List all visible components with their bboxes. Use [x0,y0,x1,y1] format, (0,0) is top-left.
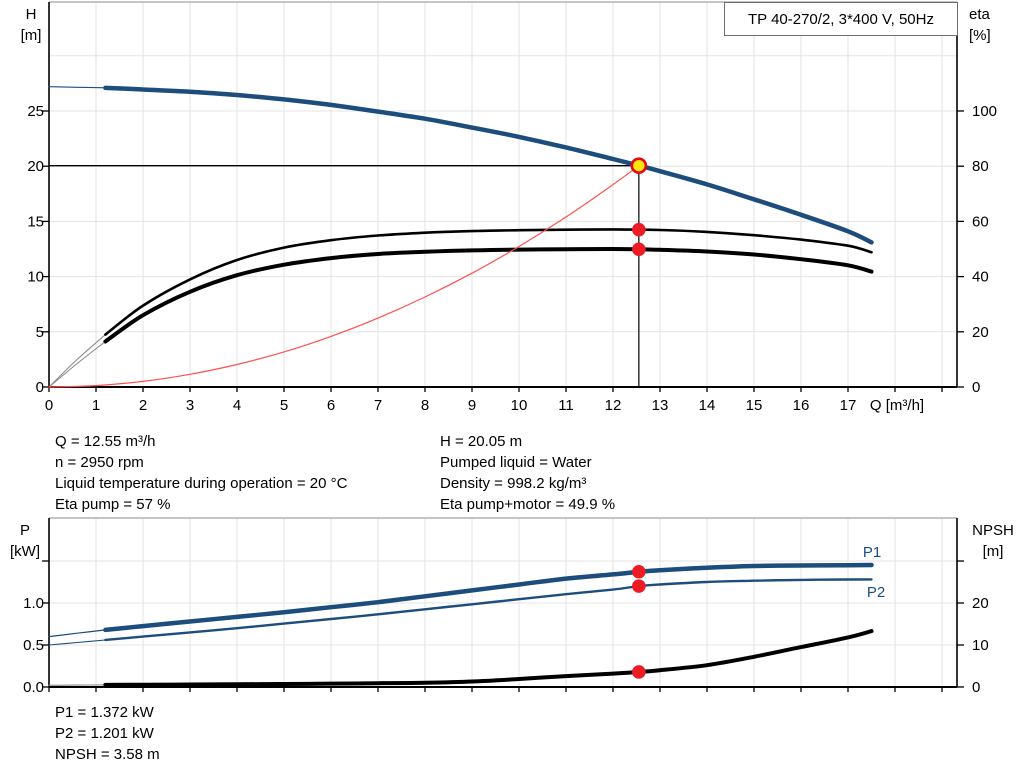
duty-info-left: Q = 12.55 m³/h n = 2950 rpm Liquid tempe… [55,431,347,515]
info-n: n = 2950 rpm [55,454,144,471]
q-axis-unit-label: Q [m³/h] [870,397,924,414]
svg-text:6: 6 [327,397,335,414]
info-p2: P2 = 1.201 kW [55,725,154,742]
info-liquid-temp: Liquid temperature during operation = 20… [55,475,348,492]
svg-text:9: 9 [468,397,476,414]
svg-text:1: 1 [92,397,100,414]
duty-dot-marker [632,665,646,679]
svg-text:0.0: 0.0 [23,679,44,696]
svg-text:3: 3 [186,397,194,414]
info-h: H = 20.05 m [440,433,523,450]
qh-eta-chart-grid [49,2,957,387]
p-axis-label: P [19,522,30,539]
svg-text:25: 25 [27,103,44,120]
p2-curve-label: P2 [867,584,885,601]
svg-text:0: 0 [972,679,980,696]
eta-axis-unit: [%] [969,27,991,44]
svg-text:4: 4 [233,397,241,414]
p1-curve-start [48,629,106,638]
svg-text:17: 17 [840,397,857,414]
info-density: Density = 998.2 kg/m³ [440,475,587,492]
svg-text:20: 20 [972,324,989,341]
duty-dot-marker [632,564,646,579]
svg-text:20: 20 [972,595,989,612]
info-pumped-liquid: Pumped liquid = Water [440,454,592,471]
svg-text:2: 2 [139,397,147,414]
svg-text:8: 8 [421,397,429,414]
h-axis-unit: [m] [20,27,42,44]
duty-point-marker [630,157,648,174]
duty-dot-marker [632,242,646,257]
top-right-axis-title: eta [%] [969,4,1021,46]
svg-text:20: 20 [27,158,44,175]
p1-curve-label: P1 [863,544,881,561]
svg-text:0: 0 [972,379,980,396]
head-curve [103,85,874,245]
duty-dot-marker [632,579,646,593]
svg-text:0.5: 0.5 [23,637,44,654]
svg-text:40: 40 [972,269,989,286]
system-curve [48,165,640,388]
duty-info-right: H = 20.05 m Pumped liquid = Water Densit… [440,431,615,515]
h-axis-label: H [25,6,37,23]
head-curve-start [48,86,106,89]
info-npsh: NPSH = 3.58 m [55,746,160,763]
info-eta-pump: Eta pump = 57 % [55,496,171,513]
info-q: Q = 12.55 m³/h [55,433,156,450]
svg-text:60: 60 [972,213,989,230]
bottom-right-axis-title: NPSH [m] [964,520,1022,562]
eta-pump-curve [104,228,873,336]
top-left-axis-title: H [m] [8,4,54,46]
svg-text:0: 0 [45,397,53,414]
svg-text:12: 12 [605,397,622,414]
svg-text:7: 7 [374,397,382,414]
info-eta-pump-motor: Eta pump+motor = 49.9 % [440,496,616,513]
npsh-curve [103,629,874,687]
svg-text:11: 11 [558,397,574,414]
p2-curve [104,578,873,642]
info-p1: P1 = 1.372 kW [55,704,154,721]
svg-text:1.0: 1.0 [23,595,44,612]
power-npsh-chart-grid [49,518,957,687]
duty-dot-marker [632,222,646,237]
p1-curve [103,562,874,633]
svg-text:13: 13 [652,397,669,414]
svg-text:5: 5 [36,324,44,341]
eta-pump-curve-start [48,334,106,388]
pump-title-box: TP 40-270/2, 3*400 V, 50Hz [724,2,958,36]
eta-axis-label: eta [969,6,990,23]
svg-text:80: 80 [972,158,989,175]
p-axis-unit: [kW] [10,543,40,560]
bottom-left-axis-title: P [kW] [2,520,48,562]
svg-text:14: 14 [699,397,716,414]
svg-text:10: 10 [972,637,989,654]
pump-title: TP 40-270/2, 3*400 V, 50Hz [748,10,934,28]
eta-pump-motor-curve-start [48,340,106,388]
eta-pump-motor-curve [103,247,874,344]
p2-curve-start [48,639,106,646]
power-npsh-chart: 0.0 0.5 1.0 0 10 20 P1 P2 [23,517,989,696]
svg-text:100: 100 [972,103,997,120]
svg-text:5: 5 [280,397,288,414]
npsh-axis-unit: [m] [982,543,1004,560]
power-npsh-chart-ticks: 0.0 0.5 1.0 0 10 20 [23,560,989,696]
svg-text:0: 0 [36,379,44,396]
svg-text:15: 15 [27,213,44,230]
svg-text:15: 15 [746,397,763,414]
svg-text:16: 16 [793,397,810,414]
power-info: P1 = 1.372 kW P2 = 1.201 kW NPSH = 3.58 … [55,702,160,765]
npsh-axis-label: NPSH [972,522,1014,539]
svg-text:10: 10 [27,269,44,286]
svg-text:10: 10 [511,397,528,414]
